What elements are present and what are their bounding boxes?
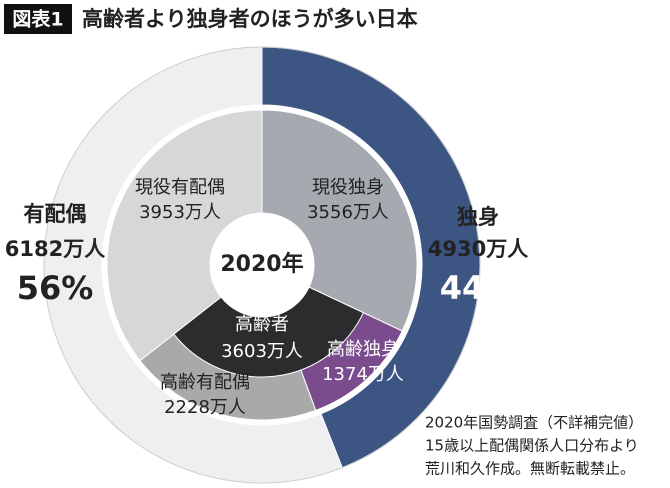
- overlay-category: 高齢者: [235, 314, 289, 335]
- center-hole: [210, 213, 314, 317]
- outer-border: [43, 46, 481, 484]
- inner-category: 高齢独身: [327, 339, 399, 360]
- inner-category: 高齢有配偶: [160, 372, 250, 393]
- inner-value: 2228万人: [164, 397, 246, 418]
- source-line: 荒川和久作成。無断転載禁止。: [425, 460, 635, 478]
- chart-title: 高齢者より独身者のほうが多い日本: [82, 7, 418, 31]
- inner-category: 現役独身: [312, 177, 384, 198]
- tag-label: 図表1: [12, 8, 63, 31]
- inner-value: 3953万人: [139, 202, 221, 223]
- outer-percent: 44%: [440, 269, 517, 307]
- outer-category: 独身: [457, 205, 499, 229]
- outer-percent: 56%: [17, 269, 94, 307]
- tag-box: [4, 4, 72, 34]
- center-label: 2020年: [220, 251, 303, 277]
- source-line: 2020年国勢調査（不詳補完値）: [425, 414, 643, 432]
- source-line: 15歳以上配偶関係人口分布より: [425, 437, 639, 455]
- overlay-value: 3603万人: [221, 341, 303, 362]
- outer-value: 6182万人: [5, 237, 105, 261]
- rings: [43, 46, 481, 484]
- inner-value: 3556万人: [307, 202, 389, 223]
- labels: 2020年 有配偶 6182万人 56% 独身 4930万人 44% 現役独身 3556万人高齢…: [5, 177, 643, 478]
- inner-category: 現役有配偶: [135, 177, 225, 198]
- outer-value: 4930万人: [428, 237, 528, 261]
- outer-category: 有配偶: [24, 202, 87, 226]
- inner-value: 1374万人: [322, 364, 404, 385]
